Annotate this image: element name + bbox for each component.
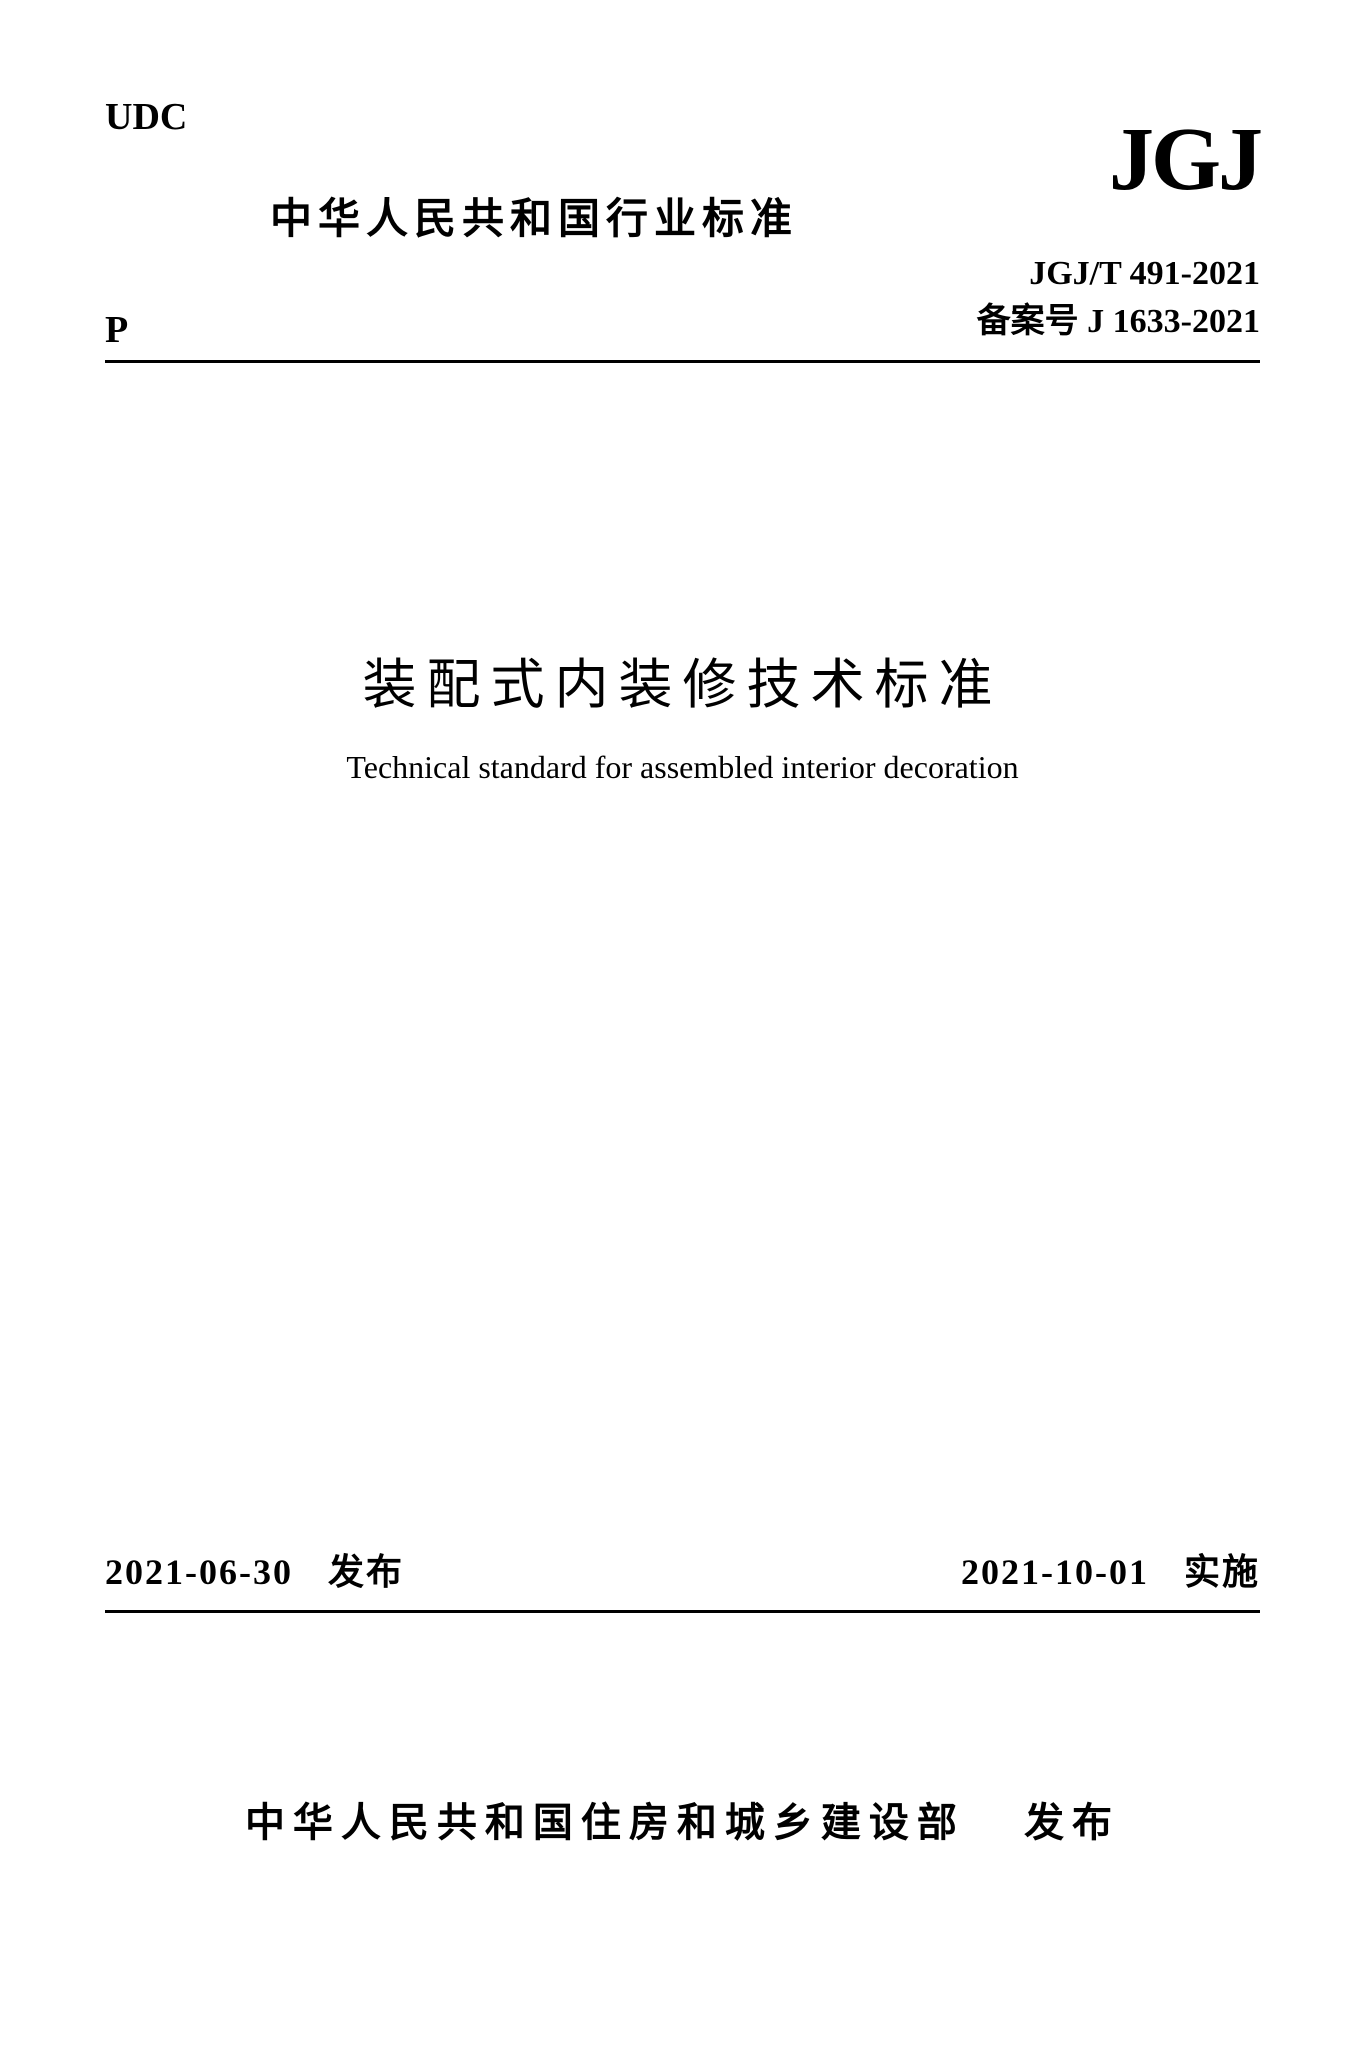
issue-date-block: 2021-06-30 发布 — [105, 1543, 404, 1595]
filing-number: 备案号 J 1633-2021 — [977, 298, 1260, 346]
page-container: UDC P 中华人民共和国行业标准 JGJ JGJ/T 491-2021 备案号… — [0, 0, 1365, 2048]
date-row: 2021-06-30 发布 2021-10-01 实施 — [105, 1543, 1260, 1595]
divider-bottom — [105, 1610, 1260, 1613]
main-title-en: Technical standard for assembled interio… — [0, 749, 1365, 786]
issue-date: 2021-06-30 — [105, 1552, 293, 1592]
main-title-cn: 装配式内装修技术标准 — [0, 640, 1365, 719]
publisher-action: 发布 — [1024, 1801, 1120, 1845]
divider-top — [105, 360, 1260, 363]
effective-action: 实施 — [1184, 1551, 1260, 1592]
effective-date-block: 2021-10-01 实施 — [961, 1543, 1260, 1595]
standard-code: JGJ/T 491-2021 — [977, 250, 1260, 298]
effective-date: 2021-10-01 — [961, 1552, 1149, 1592]
issue-action: 发布 — [328, 1551, 404, 1592]
main-title-block: 装配式内装修技术标准 Technical standard for assemb… — [0, 640, 1365, 786]
standard-title: 中华人民共和国行业标准 — [270, 185, 798, 246]
publisher-name: 中华人民共和国住房和城乡建设部 — [245, 1801, 965, 1845]
publisher-row: 中华人民共和国住房和城乡建设部 发布 — [0, 1790, 1365, 1848]
code-block: JGJ/T 491-2021 备案号 J 1633-2021 — [977, 250, 1260, 345]
header-row: 中华人民共和国行业标准 JGJ — [0, 175, 1365, 246]
udc-label: UDC — [105, 95, 187, 139]
p-label: P — [105, 308, 128, 352]
jgj-logo: JGJ — [1109, 115, 1260, 205]
